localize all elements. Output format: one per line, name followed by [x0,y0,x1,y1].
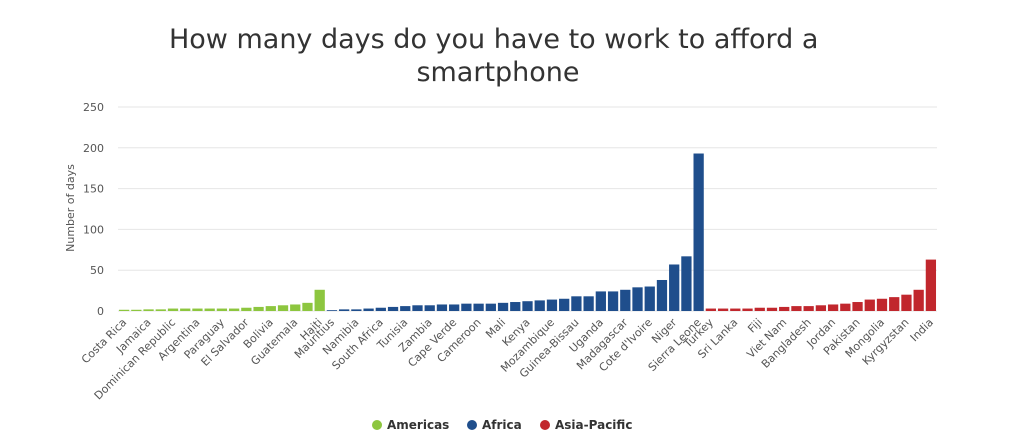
chart-title: How many days do you have to work to aff… [169,24,827,88]
bar [607,291,619,311]
legend-label: Americas [387,418,449,432]
bar [118,309,130,311]
legend-label: Africa [482,418,522,432]
bar [717,308,729,311]
bar [253,306,264,311]
bar [192,308,203,311]
bar [815,305,827,311]
bar [326,310,338,311]
bar [461,303,472,311]
bar [167,308,179,311]
bar [363,308,374,311]
bar [351,309,362,311]
bar [216,308,228,311]
bar [889,297,900,311]
bar [436,304,448,311]
bar [131,309,142,311]
legend-marker [467,420,477,430]
bar [522,301,533,311]
bar [876,298,888,311]
bar [681,256,692,311]
legend-marker [372,420,382,430]
bar [143,309,154,311]
x-tick-label: India [908,316,936,344]
bar [779,306,790,311]
bar [754,307,765,311]
bar [387,306,399,311]
bar [290,304,301,311]
bar [901,294,912,311]
bar [314,289,325,311]
bar [632,287,643,311]
y-tick-label: 0 [97,305,104,318]
bar [730,308,741,311]
bar [497,302,509,311]
bar [864,299,875,311]
y-axis-label: Number of days [64,164,77,252]
bar [228,308,240,311]
bar [180,308,191,311]
bar [742,308,753,311]
bar [827,304,839,311]
bar [265,306,276,311]
y-tick-label: 100 [83,223,104,236]
bar [925,259,937,311]
bar [913,289,924,311]
bar [693,153,704,311]
bar [803,306,814,311]
bar [485,303,496,311]
y-tick-label: 150 [83,183,104,196]
y-tick-label: 250 [83,101,104,114]
bar [534,300,545,311]
bar [424,305,435,311]
bar [620,289,631,311]
bar [546,299,558,311]
bar [852,302,863,311]
bar [302,302,313,311]
bar [559,298,570,311]
bar [595,291,606,311]
bar [277,305,289,311]
bar [571,296,582,311]
bar [705,308,716,311]
legend-marker [540,420,550,430]
bar [510,302,521,311]
bar [766,307,778,311]
y-tick-label: 50 [90,264,104,277]
bar [644,286,655,311]
bar [375,307,386,311]
y-tick-label: 200 [83,142,104,155]
x-tick-label: Fiji [745,316,765,336]
bar [155,309,166,311]
bar [656,279,668,311]
bar [339,309,350,311]
bar [583,296,594,311]
bar [204,308,215,311]
bar [473,303,484,311]
bar [449,304,460,311]
bar [412,305,423,311]
legend-label: Asia-Pacific [555,418,632,432]
bar [400,306,411,311]
bar [791,306,802,311]
bar [840,303,851,311]
bar [669,264,680,311]
bar [241,307,252,311]
